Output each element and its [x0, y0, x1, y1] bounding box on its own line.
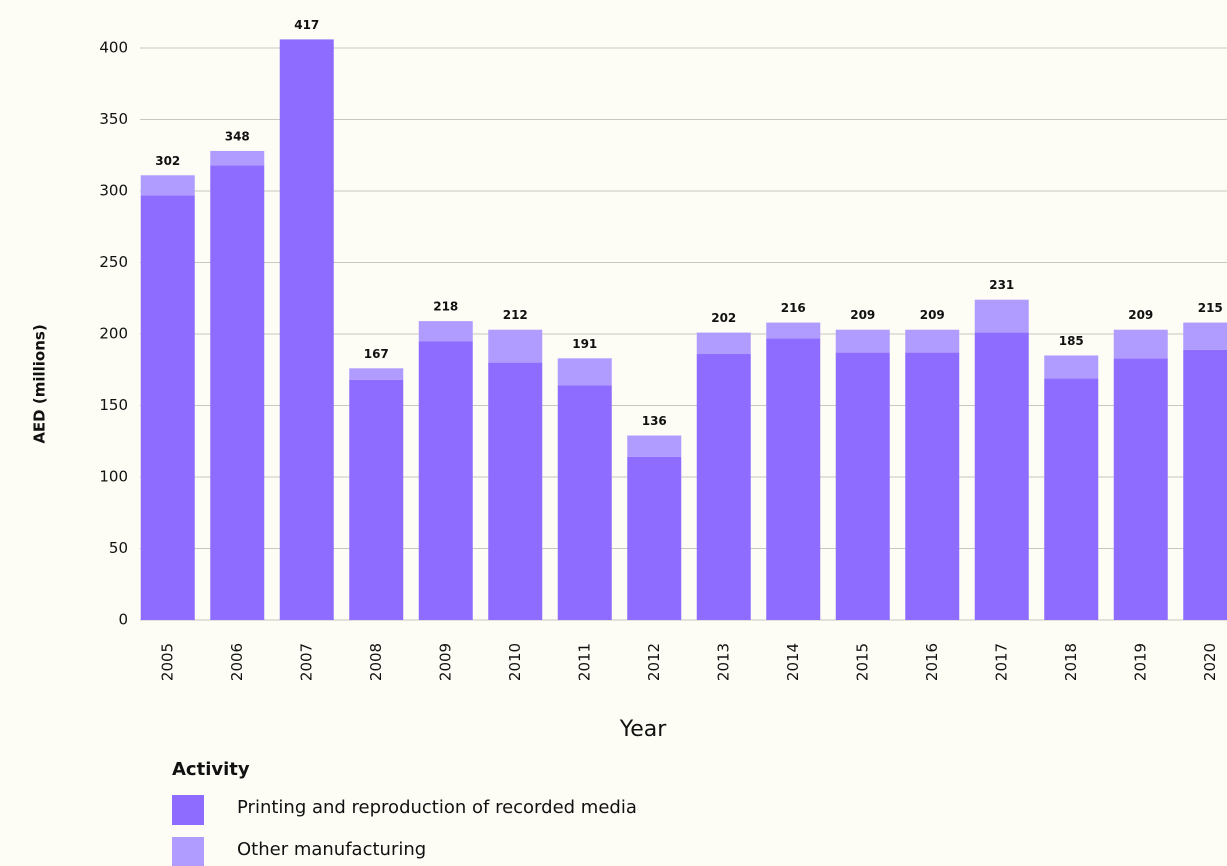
x-tick-label: 2019 [1131, 643, 1149, 681]
y-tick-label: 400 [99, 39, 128, 57]
total-label: 216 [781, 301, 806, 315]
bar-segment [835, 352, 890, 620]
legend-swatch [172, 837, 204, 866]
x-tick-label: 2006 [228, 643, 246, 681]
x-axis-title: Year [619, 717, 668, 742]
bar-segment [418, 321, 473, 342]
legend-title: Activity [172, 759, 250, 780]
bar-segment [1113, 358, 1168, 620]
total-label: 231 [989, 278, 1014, 292]
total-label: 209 [1128, 308, 1153, 322]
bar-segment [418, 341, 473, 620]
y-tick-label: 150 [99, 396, 128, 414]
bar-segment [974, 332, 1029, 620]
total-label: 209 [920, 308, 945, 322]
bar-segment [766, 338, 821, 620]
y-tick-label: 0 [118, 611, 128, 629]
bar-segment [557, 385, 612, 620]
bar-segment [835, 329, 890, 353]
total-label: 348 [225, 129, 250, 143]
y-tick-label: 250 [99, 253, 128, 271]
x-tick-label: 2016 [923, 643, 941, 681]
total-label: 218 [433, 300, 458, 314]
total-label: 136 [642, 414, 667, 428]
bar-segment [766, 322, 821, 339]
legend-label: Other manufacturing [237, 839, 426, 860]
x-tick-label: 2010 [506, 643, 524, 681]
bar-segment [627, 435, 682, 457]
y-tick-label: 200 [99, 325, 128, 343]
x-tick-label: 2012 [645, 643, 663, 681]
legend-swatch [172, 795, 204, 825]
bar-segment [905, 352, 960, 620]
x-tick-label: 2018 [1062, 643, 1080, 681]
bar-segment [279, 39, 334, 621]
total-label: 212 [503, 308, 528, 322]
bar-segment [140, 175, 195, 196]
y-tick-label: 50 [109, 539, 128, 557]
bar-segment [140, 195, 195, 621]
bar-segment [696, 332, 751, 355]
bar-segment [349, 379, 404, 620]
x-tick-label: 2005 [158, 643, 176, 681]
x-tick-label: 2009 [436, 643, 454, 681]
total-label: 202 [711, 311, 736, 325]
bar-segment [905, 329, 960, 353]
x-tick-label: 2014 [784, 643, 802, 681]
bar-segment [1183, 349, 1227, 620]
bar-segment [627, 456, 682, 620]
bar-segment [1183, 322, 1227, 350]
legend-label: Printing and reproduction of recorded me… [237, 797, 637, 818]
bar-segment [974, 299, 1029, 333]
x-tick-label: 2008 [367, 643, 385, 681]
bar-segment [488, 329, 543, 363]
x-tick-label: 2020 [1201, 643, 1219, 681]
bar-segment [488, 362, 543, 620]
y-tick-label: 350 [99, 110, 128, 128]
y-tick-label: 100 [99, 468, 128, 486]
bar-segment [1044, 378, 1099, 620]
bar-segment [349, 368, 404, 380]
bar-segment [696, 354, 751, 620]
x-tick-label: 2013 [714, 643, 732, 681]
total-label: 215 [1198, 301, 1223, 315]
bar-segment [557, 358, 612, 386]
bar-segment [1044, 355, 1099, 379]
bar-segment [1113, 329, 1168, 359]
x-tick-label: 2017 [992, 643, 1010, 681]
total-label: 302 [155, 154, 180, 168]
total-label: 209 [850, 308, 875, 322]
total-label: 167 [364, 347, 389, 361]
total-label: 417 [294, 18, 319, 32]
y-tick-label: 300 [99, 182, 128, 200]
bar-segment [210, 150, 265, 166]
total-label: 185 [1059, 334, 1084, 348]
x-tick-label: 2011 [575, 643, 593, 681]
y-axis-title: AED (millions) [31, 324, 49, 443]
total-label: 191 [572, 337, 597, 351]
x-tick-label: 2015 [853, 643, 871, 681]
x-tick-label: 2007 [297, 643, 315, 681]
bar-segment [210, 165, 265, 620]
